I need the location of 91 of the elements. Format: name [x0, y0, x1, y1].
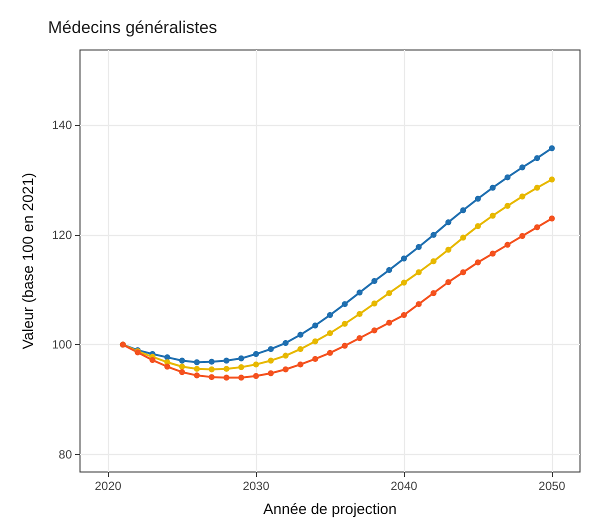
point — [534, 155, 540, 162]
point — [504, 202, 511, 209]
x-axis-title: Année de projection — [263, 501, 397, 518]
y-tick-label: 120 — [52, 228, 72, 242]
point — [416, 301, 422, 308]
point — [504, 174, 511, 180]
x-tick-label: 2030 — [242, 479, 270, 493]
point — [282, 366, 289, 372]
point — [356, 310, 363, 317]
point — [371, 278, 378, 284]
point — [194, 372, 200, 378]
point — [194, 366, 200, 372]
point — [238, 355, 244, 362]
point — [194, 359, 200, 366]
point — [430, 290, 437, 296]
chart-title: Médecins généralistes — [48, 18, 218, 37]
point — [223, 358, 230, 364]
point — [474, 196, 481, 202]
x-tick-label: 2020 — [94, 479, 122, 493]
point — [312, 322, 318, 328]
point — [297, 332, 304, 338]
point — [356, 290, 363, 296]
point — [519, 194, 526, 200]
point — [342, 342, 348, 349]
point — [297, 346, 304, 352]
point — [342, 320, 348, 327]
point — [548, 145, 555, 152]
point — [445, 279, 452, 286]
point — [548, 215, 555, 222]
point — [312, 356, 318, 362]
point — [386, 267, 392, 274]
point — [490, 212, 496, 219]
point — [474, 223, 481, 230]
point — [490, 184, 496, 191]
point — [253, 361, 260, 368]
point — [327, 312, 333, 318]
point — [208, 358, 215, 365]
point — [400, 312, 407, 318]
point — [327, 350, 333, 356]
point — [386, 290, 392, 296]
point — [445, 219, 452, 226]
point — [342, 301, 348, 308]
point — [416, 269, 422, 276]
point — [268, 346, 274, 352]
point — [164, 364, 170, 370]
point — [519, 233, 526, 240]
point — [208, 374, 215, 380]
point — [445, 246, 452, 253]
point — [460, 234, 466, 241]
point — [519, 164, 526, 170]
point — [430, 232, 437, 238]
point — [179, 364, 186, 370]
point — [238, 374, 244, 381]
point — [400, 256, 407, 262]
point — [534, 184, 540, 191]
point — [223, 366, 230, 372]
point — [534, 224, 540, 230]
point — [490, 250, 496, 257]
point — [268, 370, 274, 376]
point — [149, 357, 156, 364]
point — [253, 372, 260, 379]
y-tick-label: 80 — [58, 447, 72, 462]
point — [268, 358, 274, 364]
point — [356, 335, 363, 342]
point — [430, 258, 437, 264]
point — [282, 340, 289, 346]
point — [400, 280, 407, 286]
point — [208, 366, 215, 372]
point — [460, 269, 466, 276]
x-tick-label: 2040 — [390, 479, 418, 493]
point — [238, 364, 244, 370]
point — [282, 352, 289, 359]
point — [474, 259, 481, 266]
x-tick-label: 2050 — [538, 479, 566, 493]
y-axis-title: Valeur (base 100 en 2021) — [20, 172, 37, 350]
point — [460, 207, 466, 214]
point — [416, 244, 422, 250]
point — [371, 300, 378, 307]
point — [386, 320, 392, 326]
point — [223, 374, 230, 381]
point — [179, 358, 186, 364]
point — [371, 327, 378, 334]
y-tick-label: 140 — [52, 118, 72, 132]
point — [548, 176, 555, 183]
point — [312, 338, 318, 344]
y-tick-label: 100 — [52, 338, 72, 352]
point — [179, 369, 186, 376]
point — [253, 351, 260, 358]
point — [297, 361, 304, 368]
point — [504, 242, 511, 248]
point — [327, 330, 333, 336]
